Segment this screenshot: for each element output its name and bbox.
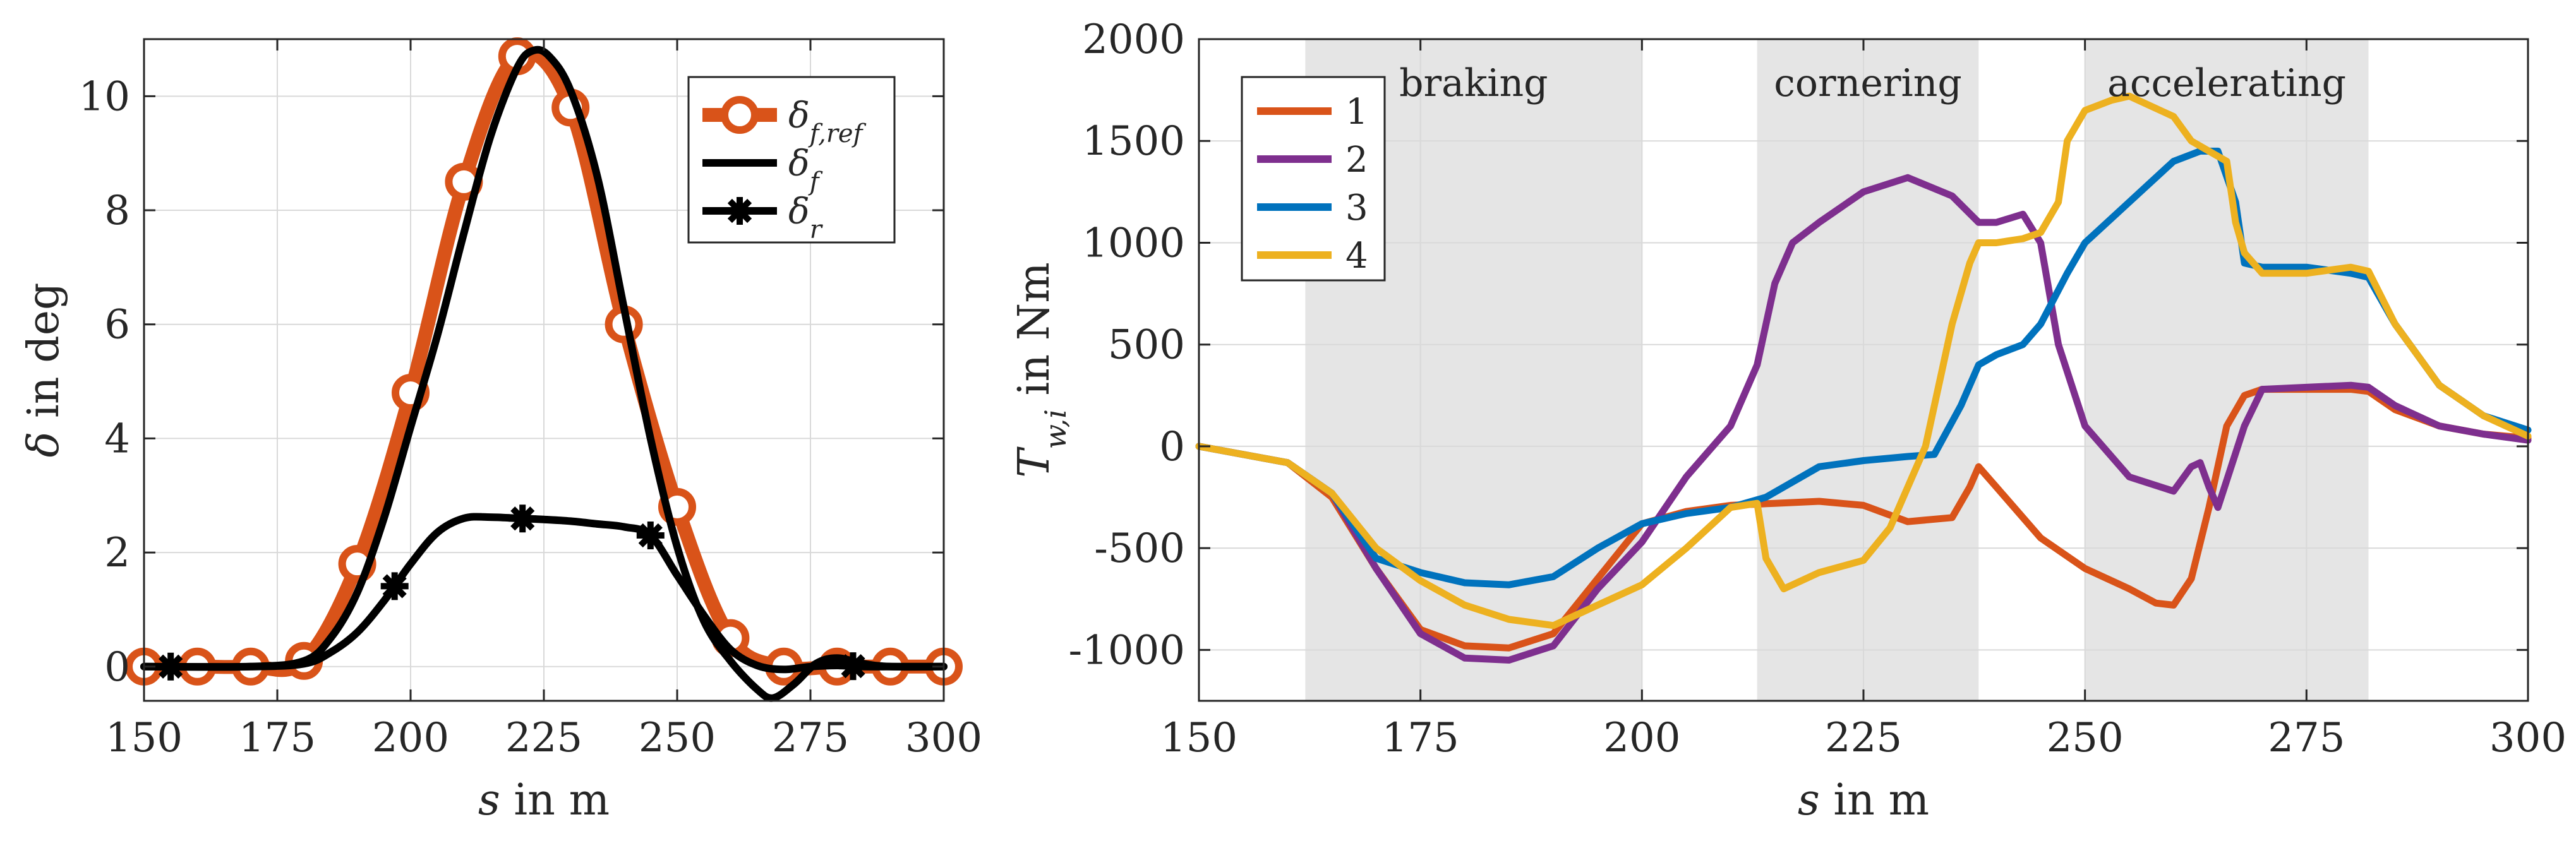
- y-tick-label: 2000: [1082, 16, 1185, 63]
- x-tick-label: 150: [105, 715, 183, 761]
- y-tick-label: 2: [104, 530, 130, 576]
- y-tick-label: 1500: [1082, 118, 1185, 165]
- region-label-braking: braking: [1399, 61, 1548, 105]
- x-tick-label: 225: [505, 715, 582, 761]
- series-line-δ_r: [140, 513, 948, 674]
- region-label-cornering: cornering: [1774, 61, 1961, 105]
- legend-marker-circle: [721, 96, 759, 134]
- left-y-axis-label: δ in deg: [19, 282, 69, 457]
- y-tick-label: 8: [104, 188, 130, 234]
- x-tick-label: 200: [372, 715, 449, 761]
- right-legend: 1 2 3 4: [1241, 76, 1386, 282]
- legend-label-δ_f,ref: δf,ref: [788, 95, 867, 148]
- x-tick-label: 225: [1825, 715, 1902, 761]
- marker-star-δ_r: [380, 572, 409, 600]
- y-tick-label: -1000: [1069, 627, 1186, 674]
- y-tick-label: 10: [79, 73, 130, 120]
- legend-marker-star: [726, 197, 754, 225]
- legend-label-1: 1: [1345, 92, 1368, 133]
- region-label-accelerating: accelerating: [2107, 61, 2346, 105]
- y-tick-label: 4: [104, 415, 130, 462]
- x-tick-label: 275: [772, 715, 849, 761]
- x-tick-label: 250: [2047, 715, 2124, 761]
- y-tick-label: 0: [104, 644, 130, 691]
- left-x-axis-label: s in m: [478, 775, 610, 825]
- y-tick-label: 1000: [1082, 220, 1185, 266]
- x-tick-label: 175: [239, 715, 316, 761]
- marker-star-δ_r: [157, 652, 185, 681]
- x-tick-label: 300: [2489, 715, 2567, 761]
- x-tick-label: 250: [639, 715, 716, 761]
- right-chart: 150 175 200 225 250 275 300 -1000 -500 0 500 1000 15…: [1009, 16, 2567, 825]
- shade-region-accelerating: [2085, 39, 2369, 701]
- series-line-3: [1195, 147, 2532, 588]
- legend-label-4: 4: [1345, 236, 1368, 277]
- x-tick-label: 200: [1603, 715, 1680, 761]
- y-tick-label: -500: [1094, 525, 1185, 572]
- series-line-4: [1195, 92, 2532, 629]
- legend-label-2: 2: [1345, 140, 1368, 181]
- right-y-axis-label: Tw,i in Nm: [1009, 262, 1073, 477]
- x-tick-label: 275: [2268, 715, 2345, 761]
- series-line-δ_f: [140, 45, 948, 702]
- legend-label-δ_r: δr: [788, 191, 824, 244]
- y-tick-label: 0: [1159, 424, 1185, 470]
- right-x-axis-label: s in m: [1798, 775, 1929, 825]
- x-tick-label: 175: [1382, 715, 1459, 761]
- series-line-2: [1195, 174, 2532, 664]
- y-tick-label: 500: [1108, 322, 1185, 369]
- marker-star-δ_r: [509, 504, 537, 533]
- legend-label-3: 3: [1345, 188, 1368, 229]
- marker-star-δ_r: [839, 652, 867, 681]
- x-tick-label: 150: [1160, 715, 1237, 761]
- marker-star-δ_r: [636, 522, 665, 549]
- y-tick-label: 6: [104, 302, 130, 349]
- x-tick-label: 300: [905, 715, 982, 761]
